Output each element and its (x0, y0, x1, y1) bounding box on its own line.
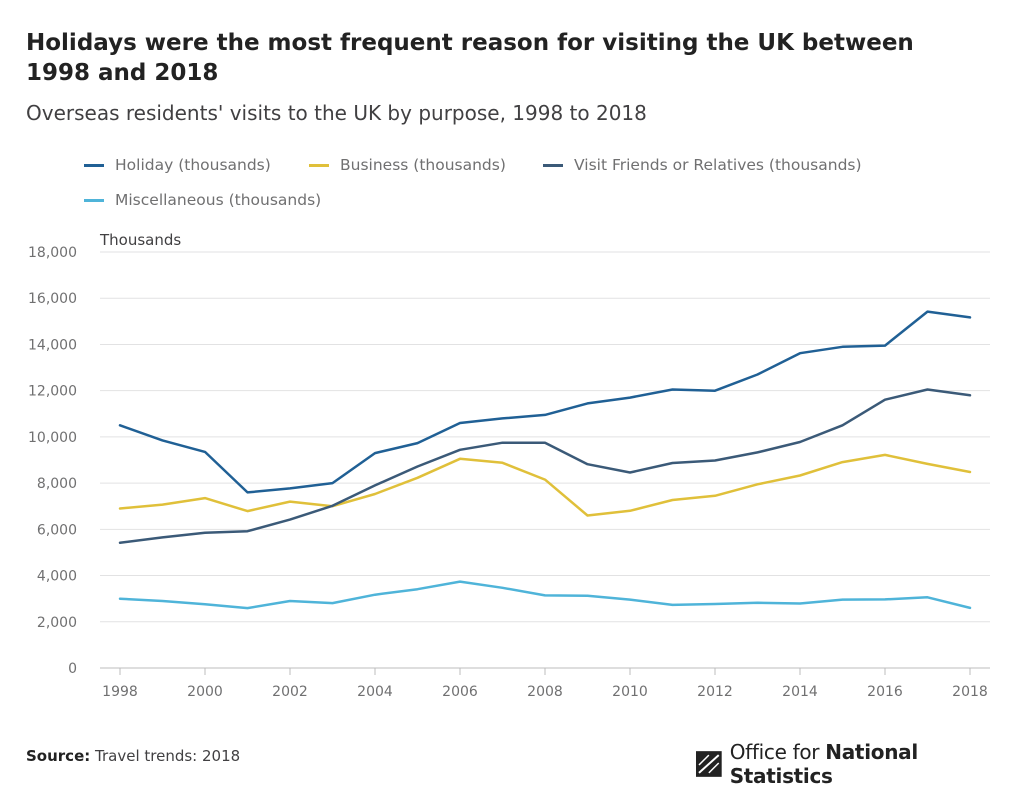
ons-wordmark-prefix: Office for (729, 740, 826, 764)
source-text: Travel trends: 2018 (95, 747, 241, 765)
y-tick-label: 2,000 (37, 615, 77, 631)
x-tick-label: 2016 (867, 684, 903, 700)
y-axis: 0 2,000 4,000 6,000 8,000 10,000 12,000 14,000 1… (28, 245, 77, 677)
x-tick-label: 2002 (272, 684, 308, 700)
y-tick-label: 6,000 (37, 522, 77, 538)
series-line-business[interactable] (118, 453, 972, 517)
y-axis-unit-label: Thousands (99, 231, 181, 249)
chart-subtitle: Overseas residents' visits to the UK by … (26, 101, 647, 125)
legend-item-holiday[interactable]: Holiday (thousands) (84, 156, 271, 174)
y-tick-label: 8,000 (37, 476, 77, 492)
legend-label-misc: Miscellaneous (thousands) (115, 191, 322, 209)
y-tick-label: 10,000 (28, 430, 77, 446)
y-tick-label: 4,000 (37, 569, 77, 585)
y-tick-label: 16,000 (28, 291, 77, 307)
chart-title: Holidays were the most frequent reason f… (26, 30, 914, 86)
y-tick-label: 12,000 (28, 384, 77, 400)
series-line-vfr[interactable] (118, 388, 972, 544)
x-tick-label: 1998 (102, 684, 138, 700)
series-lines (118, 310, 972, 610)
legend-swatch-vfr (543, 163, 563, 167)
legend-swatch-misc (84, 198, 104, 202)
x-tick-label: 2018 (952, 684, 988, 700)
legend-label-business: Business (thousands) (340, 156, 506, 174)
legend-item-vfr[interactable]: Visit Friends or Relatives (thousands) (543, 156, 862, 174)
x-tick-label: 2008 (527, 684, 563, 700)
x-tick-label: 2012 (697, 684, 733, 700)
y-tick-label: 0 (68, 661, 77, 677)
y-tick-label: 18,000 (28, 245, 77, 261)
series-line-misc[interactable] (118, 580, 972, 610)
ons-wordmark: Office for National Statistics (730, 740, 1024, 788)
series-line-holiday[interactable] (118, 310, 972, 494)
x-tick-label: 2006 (442, 684, 478, 700)
legend-item-misc[interactable]: Miscellaneous (thousands) (84, 191, 321, 209)
legend-label-holiday: Holiday (thousands) (115, 156, 271, 174)
legend-swatch-holiday (84, 163, 104, 167)
x-axis: 1998 2000 2002 2004 2006 2008 2010 2012 2014 2016… (102, 668, 988, 700)
ons-wordmark-strong: National Statistics (729, 740, 919, 788)
x-tick-label: 2004 (357, 684, 393, 700)
x-tick-label: 2010 (612, 684, 648, 700)
x-tick-label: 2014 (782, 684, 818, 700)
ons-logo: Office for National Statistics (696, 740, 1024, 788)
legend-label-vfr: Visit Friends or Relatives (thousands) (574, 156, 862, 174)
x-tick-label: 2000 (187, 684, 223, 700)
legend-swatch-business (309, 163, 329, 167)
legend-item-business[interactable]: Business (thousands) (309, 156, 506, 174)
y-tick-label: 14,000 (28, 337, 77, 353)
source-label: Source: (26, 747, 91, 765)
source-note: Source: Travel trends: 2018 (26, 747, 240, 765)
ons-emblem-icon (696, 751, 722, 777)
